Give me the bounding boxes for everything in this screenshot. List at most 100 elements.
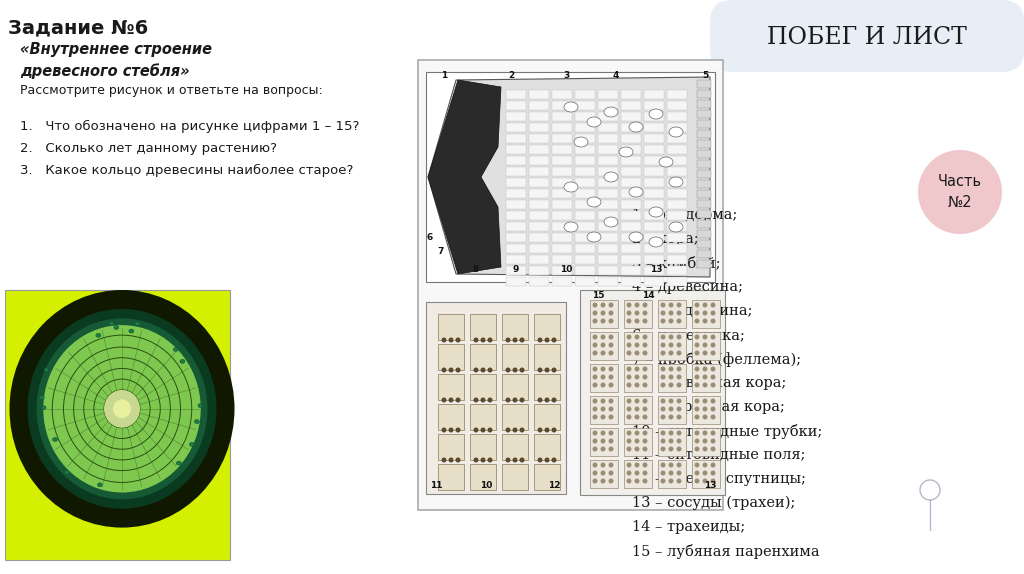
- Bar: [667, 145, 687, 154]
- Bar: [529, 277, 549, 286]
- Circle shape: [702, 447, 708, 452]
- Circle shape: [545, 367, 550, 373]
- Circle shape: [600, 351, 605, 355]
- Ellipse shape: [129, 329, 134, 333]
- Bar: [644, 189, 664, 198]
- Bar: [506, 145, 526, 154]
- Circle shape: [593, 382, 597, 387]
- Circle shape: [487, 338, 493, 343]
- Bar: [502, 434, 528, 460]
- Circle shape: [642, 311, 647, 316]
- Circle shape: [642, 319, 647, 324]
- Circle shape: [456, 398, 461, 402]
- Circle shape: [711, 319, 716, 324]
- Bar: [529, 167, 549, 176]
- Circle shape: [635, 406, 640, 412]
- Bar: [621, 244, 641, 253]
- Bar: [644, 233, 664, 242]
- Circle shape: [677, 463, 682, 467]
- Circle shape: [538, 398, 543, 402]
- Circle shape: [608, 351, 613, 355]
- Bar: [598, 178, 618, 187]
- Circle shape: [608, 319, 613, 324]
- Bar: [598, 222, 618, 231]
- Text: «Внутреннее строение
древесного стебля»: «Внутреннее строение древесного стебля»: [20, 42, 212, 79]
- Circle shape: [660, 319, 666, 324]
- Circle shape: [918, 150, 1002, 234]
- Circle shape: [600, 471, 605, 475]
- Circle shape: [608, 398, 613, 404]
- Bar: [529, 123, 549, 132]
- Bar: [418, 60, 723, 510]
- Bar: [697, 200, 711, 208]
- Circle shape: [627, 479, 632, 483]
- Circle shape: [627, 382, 632, 387]
- Bar: [624, 300, 652, 328]
- Circle shape: [552, 457, 556, 463]
- Bar: [552, 200, 572, 209]
- Bar: [621, 167, 641, 176]
- Circle shape: [593, 398, 597, 404]
- Circle shape: [669, 319, 674, 324]
- Bar: [575, 211, 595, 220]
- Bar: [552, 211, 572, 220]
- Circle shape: [487, 457, 493, 463]
- Circle shape: [449, 338, 454, 343]
- Circle shape: [512, 367, 517, 373]
- Text: 5 – сердцевина;: 5 – сердцевина;: [632, 304, 753, 318]
- Circle shape: [608, 343, 613, 347]
- Circle shape: [694, 447, 699, 452]
- Text: 1 – эпидерма;: 1 – эпидерма;: [632, 208, 737, 222]
- Circle shape: [600, 302, 605, 308]
- Circle shape: [660, 414, 666, 420]
- Circle shape: [519, 338, 524, 343]
- Bar: [575, 167, 595, 176]
- Bar: [575, 266, 595, 275]
- Circle shape: [608, 311, 613, 316]
- Bar: [644, 244, 664, 253]
- Bar: [506, 233, 526, 242]
- Circle shape: [702, 311, 708, 316]
- Circle shape: [711, 351, 716, 355]
- Circle shape: [593, 343, 597, 347]
- Bar: [644, 145, 664, 154]
- Circle shape: [593, 335, 597, 339]
- Bar: [598, 90, 618, 99]
- Bar: [697, 260, 711, 268]
- Bar: [644, 255, 664, 264]
- Bar: [534, 344, 560, 370]
- Bar: [667, 277, 687, 286]
- Bar: [470, 314, 496, 340]
- Circle shape: [642, 430, 647, 436]
- Circle shape: [627, 398, 632, 404]
- Bar: [621, 178, 641, 187]
- Text: 2: 2: [508, 72, 514, 80]
- Bar: [667, 222, 687, 231]
- Circle shape: [635, 414, 640, 420]
- Circle shape: [660, 302, 666, 308]
- Bar: [658, 300, 686, 328]
- Circle shape: [608, 302, 613, 308]
- Bar: [590, 332, 618, 360]
- Circle shape: [480, 398, 485, 402]
- Text: 1.   Что обозначено на рисунке цифрами 1 – 15?: 1. Что обозначено на рисунке цифрами 1 –…: [20, 120, 359, 133]
- Circle shape: [608, 335, 613, 339]
- Circle shape: [669, 398, 674, 404]
- Circle shape: [506, 338, 511, 343]
- Bar: [529, 112, 549, 121]
- Bar: [529, 233, 549, 242]
- Bar: [658, 364, 686, 392]
- Circle shape: [608, 382, 613, 387]
- Ellipse shape: [104, 390, 140, 428]
- Circle shape: [642, 439, 647, 444]
- Bar: [667, 255, 687, 264]
- Circle shape: [627, 302, 632, 308]
- Circle shape: [669, 351, 674, 355]
- Ellipse shape: [574, 137, 588, 147]
- Bar: [506, 90, 526, 99]
- Bar: [534, 464, 560, 490]
- Bar: [552, 145, 572, 154]
- Bar: [5, 290, 230, 560]
- Text: 9 – вторичная кора;: 9 – вторичная кора;: [632, 400, 784, 414]
- Bar: [534, 404, 560, 430]
